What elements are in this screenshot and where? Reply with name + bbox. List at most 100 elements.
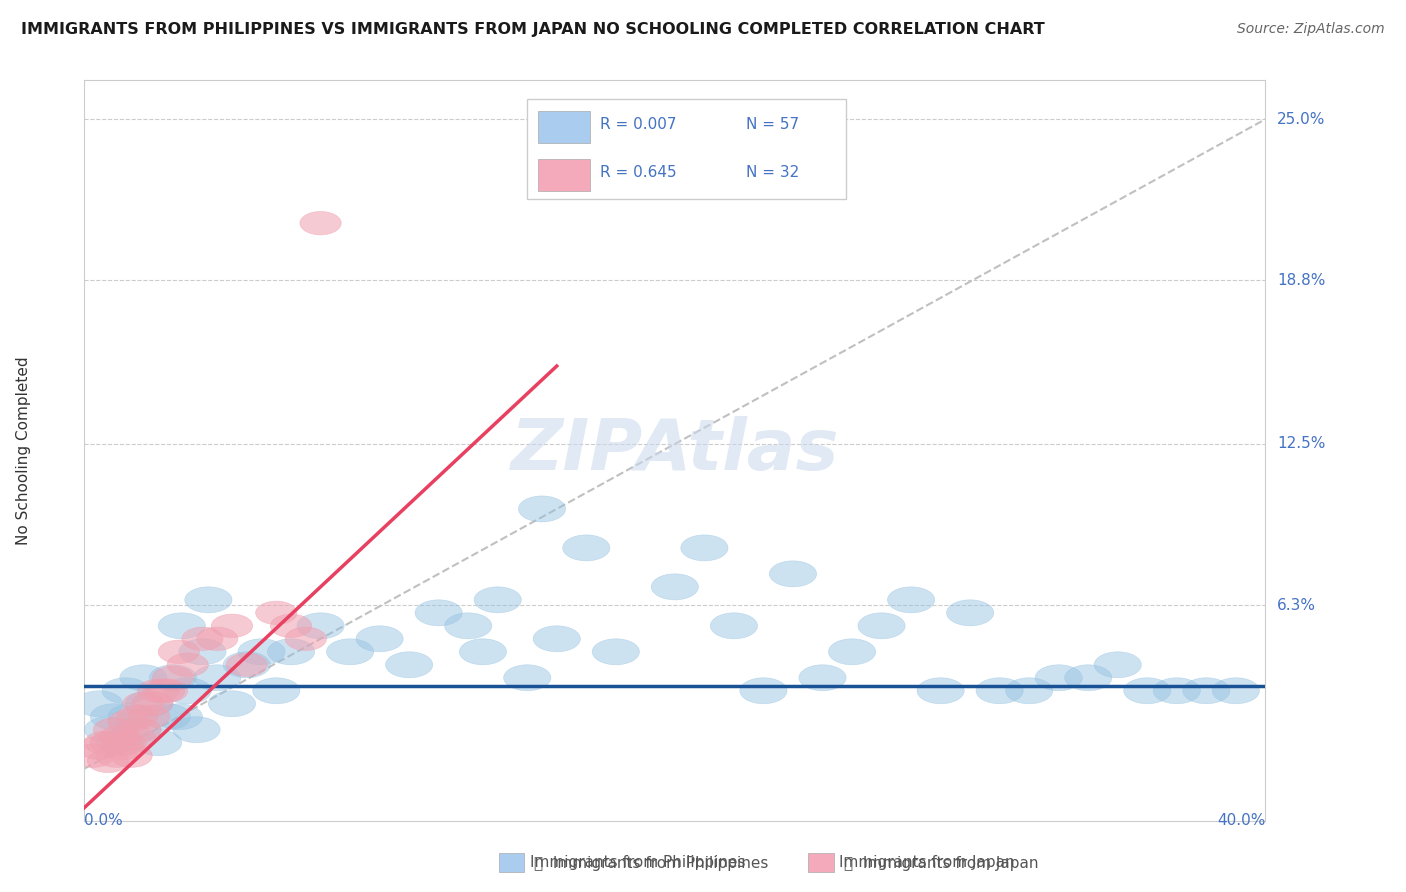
Ellipse shape [159, 613, 205, 639]
Ellipse shape [96, 730, 143, 756]
Ellipse shape [385, 652, 433, 678]
Ellipse shape [135, 730, 181, 756]
Ellipse shape [1182, 678, 1230, 704]
Ellipse shape [73, 744, 114, 767]
Ellipse shape [799, 665, 846, 690]
Text: 6.3%: 6.3% [1277, 598, 1316, 613]
Ellipse shape [887, 587, 935, 613]
Ellipse shape [562, 535, 610, 561]
Ellipse shape [79, 736, 120, 760]
Ellipse shape [165, 678, 211, 704]
Ellipse shape [108, 704, 155, 730]
Ellipse shape [194, 665, 240, 690]
Ellipse shape [181, 627, 224, 650]
Text: R = 0.007: R = 0.007 [600, 117, 676, 132]
Ellipse shape [651, 574, 699, 599]
Text: 40.0%: 40.0% [1218, 813, 1265, 828]
Ellipse shape [1153, 678, 1201, 704]
Ellipse shape [415, 599, 463, 626]
Text: 25.0%: 25.0% [1277, 112, 1326, 127]
Ellipse shape [114, 726, 155, 749]
FancyBboxPatch shape [527, 99, 846, 199]
Ellipse shape [114, 717, 162, 743]
Ellipse shape [917, 678, 965, 704]
Ellipse shape [84, 731, 125, 755]
Text: ⬜  Immigrants from Philippines: ⬜ Immigrants from Philippines [534, 856, 769, 871]
Ellipse shape [740, 678, 787, 704]
Ellipse shape [710, 613, 758, 639]
Ellipse shape [299, 211, 342, 235]
Text: 12.5%: 12.5% [1277, 436, 1326, 451]
Ellipse shape [96, 744, 138, 767]
Ellipse shape [474, 587, 522, 613]
Text: IMMIGRANTS FROM PHILIPPINES VS IMMIGRANTS FROM JAPAN NO SCHOOLING COMPLETED CORR: IMMIGRANTS FROM PHILIPPINES VS IMMIGRANT… [21, 22, 1045, 37]
Ellipse shape [98, 726, 141, 749]
Ellipse shape [297, 613, 344, 639]
Ellipse shape [76, 690, 122, 717]
Ellipse shape [173, 717, 221, 743]
Ellipse shape [138, 679, 179, 702]
Ellipse shape [90, 704, 138, 730]
Ellipse shape [592, 639, 640, 665]
Text: ZIPAtlas: ZIPAtlas [510, 416, 839, 485]
Ellipse shape [226, 653, 267, 676]
Ellipse shape [84, 717, 132, 743]
Ellipse shape [120, 665, 167, 690]
Ellipse shape [356, 626, 404, 652]
Ellipse shape [828, 639, 876, 665]
Ellipse shape [105, 731, 146, 755]
Ellipse shape [159, 640, 200, 664]
Ellipse shape [1094, 652, 1142, 678]
Ellipse shape [184, 587, 232, 613]
Ellipse shape [208, 690, 256, 717]
Text: R = 0.645: R = 0.645 [600, 165, 678, 180]
Text: ⬜  Immigrants from Japan: ⬜ Immigrants from Japan [844, 856, 1038, 871]
Ellipse shape [122, 692, 165, 715]
Ellipse shape [90, 731, 132, 755]
Ellipse shape [326, 639, 374, 665]
Ellipse shape [238, 639, 285, 665]
Ellipse shape [125, 690, 173, 717]
Ellipse shape [858, 613, 905, 639]
Ellipse shape [946, 599, 994, 626]
Ellipse shape [155, 704, 202, 730]
Ellipse shape [460, 639, 506, 665]
Ellipse shape [270, 614, 312, 638]
Text: Immigrants from Philippines: Immigrants from Philippines [530, 855, 745, 870]
Ellipse shape [129, 705, 170, 729]
Ellipse shape [111, 744, 152, 767]
Text: 18.8%: 18.8% [1277, 273, 1326, 288]
Ellipse shape [285, 627, 326, 650]
Ellipse shape [143, 679, 184, 702]
Ellipse shape [93, 718, 135, 741]
Ellipse shape [256, 601, 297, 624]
FancyBboxPatch shape [538, 159, 591, 191]
Bar [499, 853, 524, 872]
Ellipse shape [976, 678, 1024, 704]
Ellipse shape [167, 653, 208, 676]
Ellipse shape [132, 692, 173, 715]
Text: N = 57: N = 57 [745, 117, 799, 132]
Ellipse shape [120, 718, 162, 741]
Ellipse shape [149, 665, 197, 690]
Text: Source: ZipAtlas.com: Source: ZipAtlas.com [1237, 22, 1385, 37]
Ellipse shape [103, 736, 143, 760]
Ellipse shape [769, 561, 817, 587]
Ellipse shape [224, 652, 270, 678]
Ellipse shape [1212, 678, 1260, 704]
Text: No Schooling Completed: No Schooling Completed [17, 356, 31, 545]
Ellipse shape [267, 639, 315, 665]
Ellipse shape [87, 749, 129, 772]
Ellipse shape [533, 626, 581, 652]
Ellipse shape [152, 666, 194, 690]
Ellipse shape [108, 710, 149, 733]
Ellipse shape [519, 496, 565, 522]
Text: N = 32: N = 32 [745, 165, 799, 180]
Ellipse shape [253, 678, 299, 704]
FancyBboxPatch shape [538, 111, 591, 144]
Ellipse shape [143, 704, 191, 730]
Ellipse shape [179, 639, 226, 665]
Ellipse shape [444, 613, 492, 639]
Ellipse shape [1123, 678, 1171, 704]
Text: Immigrants from Japan: Immigrants from Japan [839, 855, 1015, 870]
